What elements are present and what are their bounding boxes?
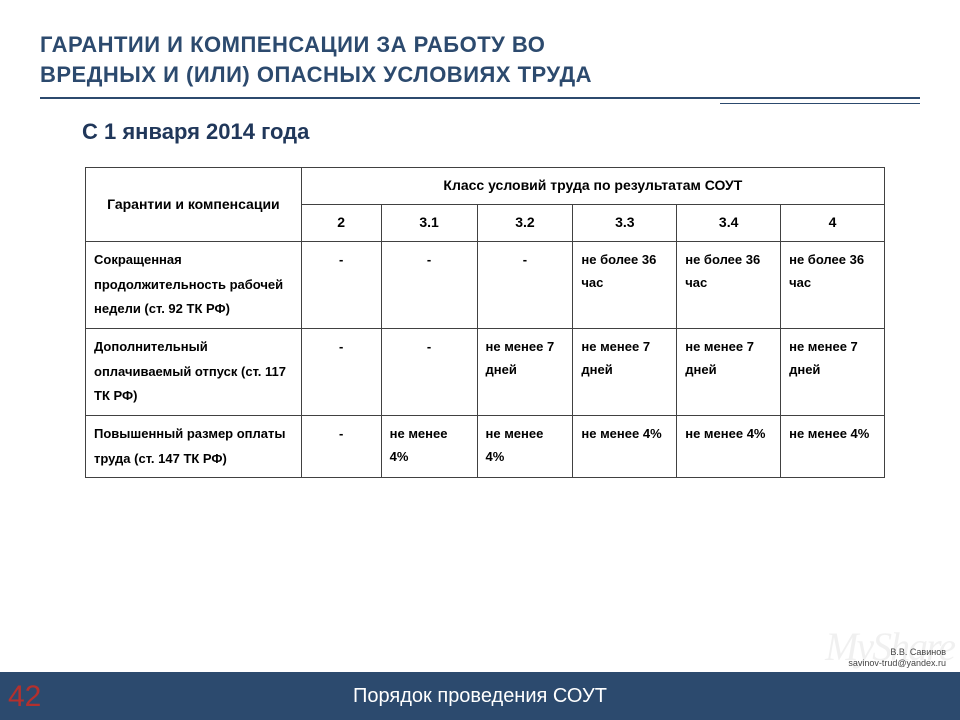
table-row: Сокращенная продолжительность рабочей не… (86, 241, 885, 328)
slide-title: ГАРАНТИИ И КОМПЕНСАЦИИ ЗА РАБОТУ ВО ВРЕД… (40, 30, 920, 89)
class-cell: 3.2 (477, 205, 573, 242)
class-cell: 3.4 (677, 205, 781, 242)
cell: не более 36 час (781, 241, 885, 328)
cell: не менее 7 дней (781, 329, 885, 416)
table-row: Повышенный размер оплаты труда (ст. 147 … (86, 416, 885, 478)
footer-bar: Порядок проведения СОУТ (0, 672, 960, 720)
table-header-row: Гарантии и компенсации Класс условий тру… (86, 168, 885, 205)
row-label: Дополнительный оплачиваемый отпуск (ст. … (86, 329, 302, 416)
cell: - (477, 241, 573, 328)
author-email: savinov-trud@yandex.ru (848, 658, 946, 670)
cell: не менее 4% (573, 416, 677, 478)
cell: не менее 7 дней (477, 329, 573, 416)
cell: - (301, 416, 381, 478)
author-block: В.В. Савинов savinov-trud@yandex.ru (848, 647, 946, 670)
author-name: В.В. Савинов (848, 647, 946, 659)
cell: не менее 4% (381, 416, 477, 478)
compensation-table-wrap: Гарантии и компенсации Класс условий тру… (85, 167, 885, 478)
class-cell: 3.1 (381, 205, 477, 242)
cell: - (301, 329, 381, 416)
table-row: Дополнительный оплачиваемый отпуск (ст. … (86, 329, 885, 416)
subtitle: С 1 января 2014 года (82, 119, 920, 145)
class-cell: 4 (781, 205, 885, 242)
slide: ГАРАНТИИ И КОМПЕНСАЦИИ ЗА РАБОТУ ВО ВРЕД… (0, 0, 960, 720)
cell: не менее 4% (781, 416, 885, 478)
cell: - (381, 241, 477, 328)
cell: не более 36 час (573, 241, 677, 328)
cell: не менее 4% (477, 416, 573, 478)
class-cell: 2 (301, 205, 381, 242)
header-left: Гарантии и компенсации (86, 168, 302, 242)
cell: - (301, 241, 381, 328)
cell: не менее 4% (677, 416, 781, 478)
cell: не более 36 час (677, 241, 781, 328)
page-number: 42 (8, 680, 41, 714)
row-label: Сокращенная продолжительность рабочей не… (86, 241, 302, 328)
title-line-2: ВРЕДНЫХ И (ИЛИ) ОПАСНЫХ УСЛОВИЯХ ТРУДА (40, 62, 592, 87)
header-right: Класс условий труда по результатам СОУТ (301, 168, 884, 205)
footer-text: Порядок проведения СОУТ (353, 685, 607, 708)
title-line-1: ГАРАНТИИ И КОМПЕНСАЦИИ ЗА РАБОТУ ВО (40, 32, 545, 57)
compensation-table: Гарантии и компенсации Класс условий тру… (85, 167, 885, 478)
class-cell: 3.3 (573, 205, 677, 242)
cell: - (381, 329, 477, 416)
cell: не менее 7 дней (677, 329, 781, 416)
row-label: Повышенный размер оплаты труда (ст. 147 … (86, 416, 302, 478)
title-underline (40, 97, 920, 99)
cell: не менее 7 дней (573, 329, 677, 416)
